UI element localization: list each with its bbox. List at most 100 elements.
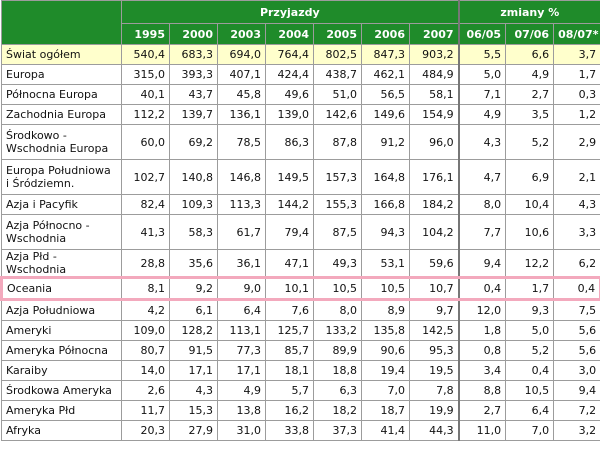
- arrivals-value: 18,2: [313, 400, 362, 421]
- change-value: 5,0: [457, 64, 507, 85]
- arrivals-value: 33,8: [265, 420, 314, 441]
- table-row: Ameryka Północna 80,7 91,5 77,3 85,7 89,9 90,6…: [1, 340, 600, 361]
- change-value: 7,7: [457, 214, 507, 250]
- table-row: Europa Południowa i Śródziemn. 102,7 140,8…: [1, 159, 600, 195]
- change-value: 5,2: [505, 124, 555, 160]
- arrivals-value: 19,4: [361, 360, 410, 381]
- region-name: Azja i Pacyfik: [1, 194, 122, 215]
- region-name: Północna Europa: [1, 84, 122, 105]
- arrivals-value: 135,8: [361, 320, 410, 341]
- arrivals-value: 128,2: [169, 320, 218, 341]
- arrivals-value: 36,1: [217, 249, 266, 278]
- arrivals-value: 49,3: [313, 249, 362, 278]
- table-body: Świat ogółem 540,4 683,3 694,0 764,4 802,5 847…: [0, 44, 600, 441]
- arrivals-value: 41,4: [361, 420, 410, 441]
- header-year: 2003: [217, 23, 266, 45]
- arrivals-value: 31,0: [217, 420, 266, 441]
- change-value: 4,7: [457, 159, 507, 195]
- arrivals-value: 51,0: [313, 84, 362, 105]
- arrivals-value: 59,6: [408, 249, 460, 278]
- arrivals-value: 146,8: [217, 159, 266, 195]
- arrivals-value: 89,9: [313, 340, 362, 361]
- change-value: 8,8: [457, 380, 507, 401]
- change-value: 6,4: [505, 400, 555, 421]
- table-row: Azja Płd - Wschodnia 28,8 35,6 36,1 47,1 49,3…: [1, 249, 600, 278]
- arrivals-value: 155,3: [313, 194, 362, 215]
- arrivals-value: 53,1: [361, 249, 410, 278]
- arrivals-value: 407,1: [217, 64, 266, 85]
- region-name: Karaiby: [1, 360, 122, 381]
- arrivals-value: 18,7: [361, 400, 410, 421]
- arrivals-value: 154,9: [408, 104, 460, 125]
- arrivals-value: 49,6: [265, 84, 314, 105]
- table-row: Afryka 20,3 27,9 31,0 33,8 37,3 41,4 44,3 11,0 7,…: [1, 420, 600, 441]
- arrivals-value: 6,4: [217, 299, 266, 321]
- arrivals-value: 10,1: [265, 276, 314, 301]
- change-value: 2,7: [457, 400, 507, 421]
- arrivals-value: 9,2: [169, 276, 218, 301]
- region-name: Azja Południowa: [1, 299, 122, 321]
- arrivals-value: 484,9: [408, 64, 460, 85]
- change-value: 4,9: [457, 104, 507, 125]
- arrivals-value: 47,1: [265, 249, 314, 278]
- arrivals-value: 764,4: [265, 44, 314, 65]
- arrivals-value: 7,8: [408, 380, 460, 401]
- table-row: Ameryka Płd 11,7 15,3 13,8 16,2 18,2 18,7 19,9 2…: [1, 400, 600, 421]
- region-name: Ameryka Północna: [1, 340, 122, 361]
- arrivals-value: 6,1: [169, 299, 218, 321]
- arrivals-value: 87,8: [313, 124, 362, 160]
- table-row: Zachodnia Europa 112,2 139,7 136,1 139,0 142,…: [1, 104, 600, 125]
- arrivals-value: 5,7: [265, 380, 314, 401]
- table-row: Azja Południowa 4,2 6,1 6,4 7,6 8,0 8,9 9,7 12,0…: [1, 299, 600, 321]
- arrivals-value: 37,3: [313, 420, 362, 441]
- header-group-changes: zmiany %: [457, 0, 600, 24]
- table-row: Północna Europa 40,1 43,7 45,8 49,6 51,0 56,5 5…: [1, 84, 600, 105]
- arrivals-value: 8,0: [313, 299, 362, 321]
- change-value: 5,0: [505, 320, 555, 341]
- arrivals-value: 91,2: [361, 124, 410, 160]
- table-row: Europa 315,0 393,3 407,1 424,4 438,7 462,1 484,…: [1, 64, 600, 85]
- arrivals-value: 10,5: [361, 276, 410, 301]
- arrivals-value: 90,6: [361, 340, 410, 361]
- table-row: Oceania 8,1 9,2 9,0 10,1 10,5 10,5 10,7 0,4 1,7 0,…: [0, 276, 600, 301]
- header-year: 2000: [169, 23, 218, 45]
- region-name: Środkowa Ameryka: [1, 380, 122, 401]
- arrivals-value: 424,4: [265, 64, 314, 85]
- change-value: 4,9: [505, 64, 555, 85]
- change-value: 4,3: [457, 124, 507, 160]
- change-value: 3,4: [457, 360, 507, 381]
- arrivals-value: 43,7: [169, 84, 218, 105]
- arrivals-value: 41,3: [121, 214, 170, 250]
- region-name: Środkowo - Wschodnia Europa: [1, 124, 122, 160]
- arrivals-value: 102,7: [121, 159, 170, 195]
- arrivals-value: 7,6: [265, 299, 314, 321]
- change-value: 0,8: [457, 340, 507, 361]
- arrivals-value: 157,3: [313, 159, 362, 195]
- arrivals-value: 140,8: [169, 159, 218, 195]
- arrivals-value: 144,2: [265, 194, 314, 215]
- table-row: Ameryki 109,0 128,2 113,1 125,7 133,2 135,8 142…: [1, 320, 600, 341]
- arrivals-value: 10,7: [408, 276, 460, 301]
- change-value: 7,0: [505, 420, 555, 441]
- arrivals-value: 15,3: [169, 400, 218, 421]
- change-value: 2,7: [505, 84, 555, 105]
- arrivals-value: 96,0: [408, 124, 460, 160]
- arrivals-value: 149,6: [361, 104, 410, 125]
- arrivals-value: 58,1: [408, 84, 460, 105]
- region-name: Świat ogółem: [1, 44, 122, 65]
- change-value: 9,4: [457, 249, 507, 278]
- change-value: 2,9: [553, 124, 600, 160]
- arrivals-value: 142,6: [313, 104, 362, 125]
- change-value: 9,3: [505, 299, 555, 321]
- region-name: Zachodnia Europa: [1, 104, 122, 125]
- arrivals-value: 136,1: [217, 104, 266, 125]
- change-value: 3,2: [553, 420, 600, 441]
- arrivals-value: 10,5: [313, 276, 362, 301]
- change-value: 5,5: [457, 44, 507, 65]
- arrivals-value: 85,7: [265, 340, 314, 361]
- header-corner: [1, 0, 122, 45]
- arrivals-value: 60,0: [121, 124, 170, 160]
- arrivals-value: 166,8: [361, 194, 410, 215]
- arrivals-value: 19,9: [408, 400, 460, 421]
- arrivals-value: 17,1: [169, 360, 218, 381]
